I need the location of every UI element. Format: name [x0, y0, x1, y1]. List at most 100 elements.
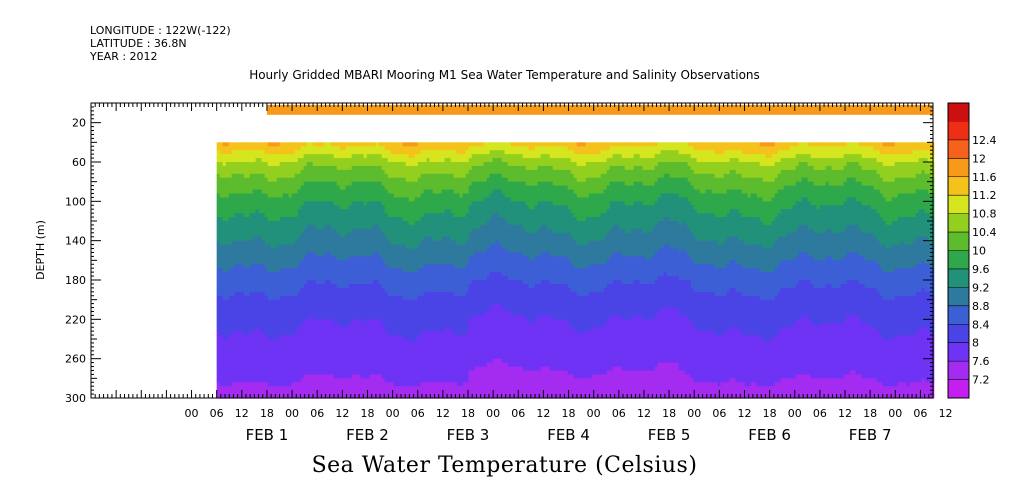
heatmap-cell [336, 272, 341, 277]
heatmap-cell [351, 165, 356, 171]
heatmap-cell [354, 158, 359, 163]
heatmap-cell [237, 374, 242, 379]
heatmap-cell [216, 276, 221, 281]
heatmap-cell [234, 342, 239, 348]
heatmap-cell [417, 158, 422, 163]
heatmap-cell [255, 154, 260, 159]
heatmap-cell [225, 315, 230, 320]
heatmap-cell [387, 283, 392, 289]
heatmap-cell [405, 327, 410, 332]
heatmap-cell [336, 248, 341, 254]
heatmap-cell [228, 209, 233, 214]
heatmap-cell [270, 221, 275, 226]
heatmap-cell [261, 197, 266, 202]
heatmap-cell [276, 386, 281, 391]
heatmap-cell [315, 181, 320, 187]
heatmap-cell [324, 162, 329, 167]
heatmap-cell [426, 335, 431, 340]
heatmap-cell [390, 291, 395, 297]
heatmap-cell [435, 240, 440, 246]
heatmap-cell [399, 319, 404, 324]
heatmap-cell [318, 346, 323, 352]
heatmap-cell [372, 165, 377, 171]
heatmap-cell [357, 331, 362, 336]
heatmap-cell [333, 201, 338, 206]
heatmap-cell [237, 165, 242, 171]
heatmap-cell [282, 213, 287, 218]
heatmap-cell [312, 283, 317, 289]
heatmap-cell [405, 213, 410, 218]
heatmap-cell [378, 142, 383, 147]
heatmap-cell [243, 350, 248, 356]
heatmap-cell [273, 154, 278, 159]
heatmap-cell [411, 150, 416, 155]
heatmap-cell [342, 165, 347, 171]
heatmap-cell [381, 319, 386, 324]
heatmap-cell [288, 201, 293, 206]
heatmap-cell [339, 311, 344, 316]
heatmap-cell [234, 331, 239, 336]
heatmap-cell [246, 158, 251, 163]
heatmap-cell [336, 142, 341, 147]
heatmap-cell [300, 201, 305, 206]
heatmap-cell [288, 193, 293, 198]
heatmap-cell [342, 213, 347, 218]
heatmap-cell [435, 185, 440, 191]
heatmap-cell [429, 327, 434, 332]
heatmap-cell [396, 307, 401, 313]
heatmap-cell [444, 150, 449, 155]
heatmap-cell [327, 386, 332, 391]
heatmap-cell [405, 201, 410, 206]
heatmap-cell [267, 287, 272, 293]
heatmap-cell [342, 221, 347, 226]
heatmap-cell [219, 150, 224, 155]
heatmap-cell [408, 346, 413, 352]
heatmap-cell [333, 224, 338, 230]
heatmap-cell [300, 146, 305, 151]
heatmap-cell [330, 272, 335, 277]
heatmap-cell [420, 181, 425, 187]
heatmap-cell [231, 342, 236, 348]
heatmap-cell [249, 323, 254, 328]
heatmap-cell [288, 224, 293, 230]
heatmap-cell [312, 354, 317, 360]
heatmap-cell [399, 189, 404, 195]
heatmap-cell [420, 283, 425, 289]
heatmap-cell [240, 319, 245, 324]
heatmap-cell [339, 162, 344, 167]
heatmap-cell [276, 331, 281, 336]
heatmap-cell [390, 177, 395, 183]
heatmap-cell [441, 386, 446, 391]
heatmap-cell [417, 331, 422, 336]
heatmap-cell [228, 268, 233, 273]
heatmap-cell [366, 142, 371, 147]
heatmap-cell [321, 358, 326, 364]
heatmap-cell [345, 370, 350, 375]
heatmap-cell [414, 177, 419, 183]
heatmap-cell [357, 323, 362, 328]
heatmap-cell [312, 287, 317, 293]
heatmap-cell [342, 150, 347, 155]
heatmap-cell [276, 307, 281, 313]
heatmap-cell [372, 209, 377, 214]
heatmap-cell [273, 177, 278, 183]
heatmap-cell [282, 224, 287, 230]
heatmap-cell [354, 358, 359, 364]
heatmap-cell [372, 154, 377, 159]
heatmap-cell [426, 244, 431, 250]
heatmap-cell [288, 386, 293, 391]
heatmap-cell [228, 287, 233, 293]
heatmap-cell [399, 331, 404, 336]
heatmap-cell [243, 154, 248, 159]
heatmap-cell [423, 272, 428, 277]
heatmap-cell [363, 177, 368, 183]
heatmap-cell [303, 217, 308, 222]
heatmap-cell [291, 362, 296, 368]
heatmap-cell [360, 264, 365, 269]
heatmap-cell [228, 319, 233, 324]
heatmap-cell [225, 339, 230, 344]
heatmap-cell [255, 177, 260, 183]
heatmap-cell [402, 358, 407, 364]
heatmap-cell [222, 350, 227, 356]
heatmap-cell [435, 209, 440, 214]
